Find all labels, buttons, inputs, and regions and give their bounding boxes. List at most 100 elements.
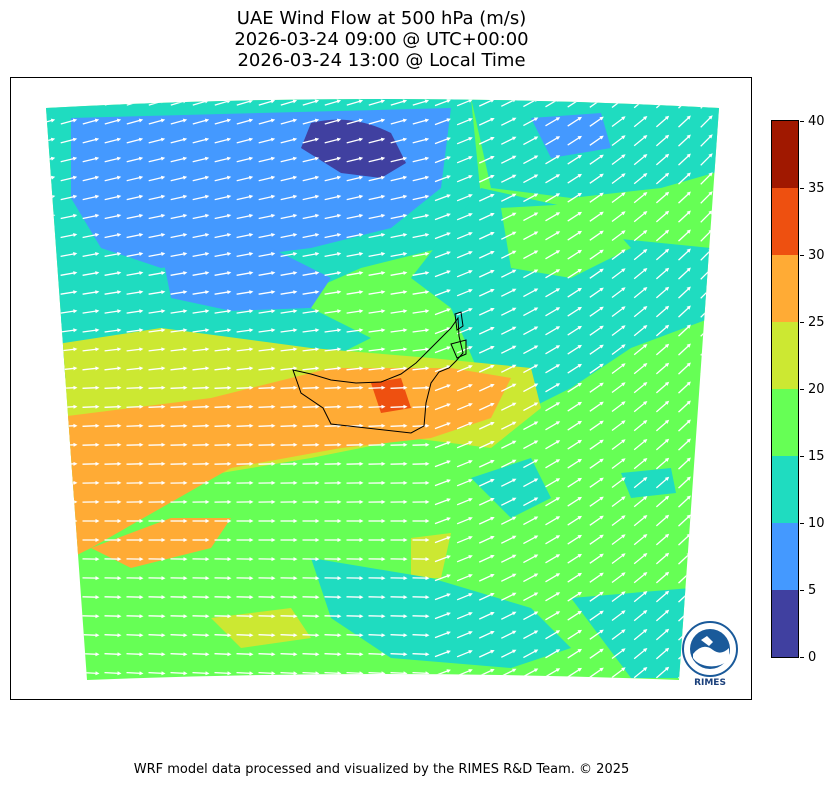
wind-arrow-head: [138, 175, 144, 180]
wind-arrow-head: [359, 442, 364, 447]
wind-arrow-head: [621, 401, 626, 406]
wind-arrow-head: [359, 404, 364, 409]
wind-arrow-head: [315, 480, 320, 485]
wind-arrow-head: [183, 271, 188, 275]
wind-arrow: [280, 233, 296, 239]
wind-arrow: [655, 648, 669, 660]
wind-arrow-head: [446, 213, 451, 217]
wind-arrow-head: [533, 535, 539, 540]
wind-arrow-head: [708, 267, 713, 272]
wind-arrow-head: [490, 516, 495, 521]
wind-arrow-head: [204, 194, 210, 199]
wind-arrow-head: [555, 649, 561, 653]
wind-arrow-head: [337, 557, 342, 562]
wind-arrow: [324, 653, 340, 655]
wind-arrow-head: [95, 213, 100, 218]
wind-arrow-head: [425, 538, 430, 542]
wind-arrow-head: [577, 572, 582, 577]
wind-arrow-head: [555, 99, 561, 102]
wind-arrow-head: [643, 610, 648, 615]
title-line-2: 2026-03-24 09:00 @ UTC+00:00: [234, 29, 529, 50]
wind-arrow-head: [139, 252, 144, 256]
wind-arrow: [456, 251, 472, 259]
wind-arrow-head: [51, 500, 56, 504]
wind-arrow: [60, 671, 76, 675]
wind-arrow-head: [468, 251, 473, 255]
wind-arrow: [192, 119, 208, 125]
wind-arrow-head: [446, 403, 451, 407]
wind-arrow: [390, 176, 406, 182]
wind-arrow: [700, 420, 712, 432]
wind-arrow: [302, 310, 318, 314]
wind-arrow-head: [95, 385, 100, 390]
wind-arrow-head: [271, 671, 276, 676]
wind-arrow: [60, 291, 76, 295]
wind-arrow: [82, 157, 98, 163]
wind-arrow-head: [270, 137, 276, 142]
wind-arrow-head: [117, 652, 122, 657]
wind-arrow: [412, 634, 428, 636]
wind-arrow: [192, 425, 208, 427]
wind-arrow-head: [161, 614, 166, 619]
wind-arrow: [633, 458, 647, 470]
wind-arrow-head: [381, 633, 386, 638]
wind-arrow: [170, 634, 186, 636]
wind-arrow-head: [314, 118, 320, 123]
wind-arrow-head: [380, 175, 386, 180]
wind-arrow: [236, 138, 252, 144]
wind-arrow: [346, 634, 362, 636]
wind-arrow-head: [337, 213, 342, 218]
wind-arrow: [589, 231, 603, 241]
logo-text: RIMES: [694, 678, 726, 688]
wind-arrow-head: [533, 364, 539, 369]
wind-arrow-head: [95, 519, 100, 523]
wind-arrow-head: [577, 192, 582, 197]
wind-arrow: [368, 425, 384, 427]
wind-arrow-head: [446, 574, 451, 578]
wind-arrow: [390, 252, 406, 258]
wind-arrow: [192, 310, 208, 314]
wind-arrow-head: [227, 404, 232, 409]
wind-arrow: [589, 212, 603, 222]
wind-arrow-head: [555, 668, 561, 672]
wind-arrow-head: [292, 118, 298, 123]
wind-arrow: [60, 233, 76, 239]
wind-arrow: [545, 307, 559, 317]
wind-arrow-head: [381, 519, 386, 523]
wind-arrow-head: [359, 633, 364, 638]
wind-arrow-head: [73, 576, 78, 581]
wind-arrow-head: [50, 175, 56, 180]
wind-arrow: [567, 174, 581, 184]
wind-arrow: [302, 119, 318, 125]
wind-arrow: [214, 233, 230, 239]
map-panel[interactable]: [10, 77, 752, 700]
wind-arrow-head: [95, 614, 100, 619]
wind-arrow: [412, 671, 428, 675]
wind-arrow: [478, 612, 494, 620]
wind-arrow: [170, 195, 186, 201]
wind-arrow-head: [50, 156, 56, 161]
wind-arrow-head: [73, 385, 78, 390]
wind-arrow: [390, 195, 406, 201]
wind-arrow: [501, 99, 515, 107]
wind-arrow-head: [664, 571, 670, 576]
wind-arrow-head: [117, 442, 122, 447]
wind-arrow: [104, 195, 120, 201]
wind-arrow: [434, 422, 450, 430]
wind-arrow-head: [555, 193, 561, 197]
wind-arrow: [302, 406, 318, 408]
wind-arrow: [456, 270, 472, 278]
wind-arrow: [523, 155, 537, 165]
wind-arrow-head: [205, 385, 210, 390]
wind-arrow: [633, 610, 647, 622]
wind-arrow: [60, 176, 76, 182]
wind-arrow: [523, 345, 537, 355]
wind-arrow-head: [117, 328, 122, 333]
wind-arrow-head: [533, 554, 539, 559]
colorbar-tick: [800, 188, 804, 189]
wind-arrow-head: [533, 117, 539, 122]
wind-arrow: [633, 249, 647, 261]
wind-arrow-head: [358, 99, 364, 104]
wind-arrow-head: [425, 614, 430, 619]
wind-arrow-head: [490, 326, 495, 331]
